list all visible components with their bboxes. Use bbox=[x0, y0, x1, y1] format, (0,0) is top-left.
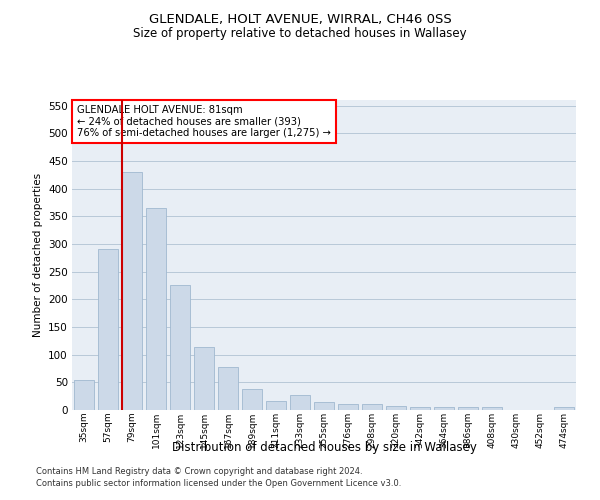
Bar bbox=[170, 286, 190, 410]
Bar bbox=[98, 250, 118, 410]
Text: Distribution of detached houses by size in Wallasey: Distribution of detached houses by size … bbox=[172, 441, 476, 454]
Text: Size of property relative to detached houses in Wallasey: Size of property relative to detached ho… bbox=[133, 28, 467, 40]
Bar bbox=[74, 380, 94, 410]
Bar bbox=[314, 402, 334, 410]
Bar bbox=[386, 406, 406, 410]
Bar bbox=[122, 172, 142, 410]
Bar bbox=[146, 208, 166, 410]
Bar bbox=[362, 404, 382, 410]
Bar bbox=[458, 407, 478, 410]
Bar bbox=[218, 368, 238, 410]
Bar bbox=[482, 407, 502, 410]
Bar bbox=[338, 404, 358, 410]
Text: Contains public sector information licensed under the Open Government Licence v3: Contains public sector information licen… bbox=[36, 478, 401, 488]
Y-axis label: Number of detached properties: Number of detached properties bbox=[32, 173, 43, 337]
Bar bbox=[194, 348, 214, 410]
Bar bbox=[290, 395, 310, 410]
Text: Contains HM Land Registry data © Crown copyright and database right 2024.: Contains HM Land Registry data © Crown c… bbox=[36, 467, 362, 476]
Bar bbox=[410, 407, 430, 410]
Bar bbox=[242, 389, 262, 410]
Bar bbox=[434, 407, 454, 410]
Bar bbox=[554, 407, 574, 410]
Bar bbox=[266, 400, 286, 410]
Text: GLENDALE, HOLT AVENUE, WIRRAL, CH46 0SS: GLENDALE, HOLT AVENUE, WIRRAL, CH46 0SS bbox=[149, 12, 451, 26]
Text: GLENDALE HOLT AVENUE: 81sqm
← 24% of detached houses are smaller (393)
76% of se: GLENDALE HOLT AVENUE: 81sqm ← 24% of det… bbox=[77, 104, 331, 138]
